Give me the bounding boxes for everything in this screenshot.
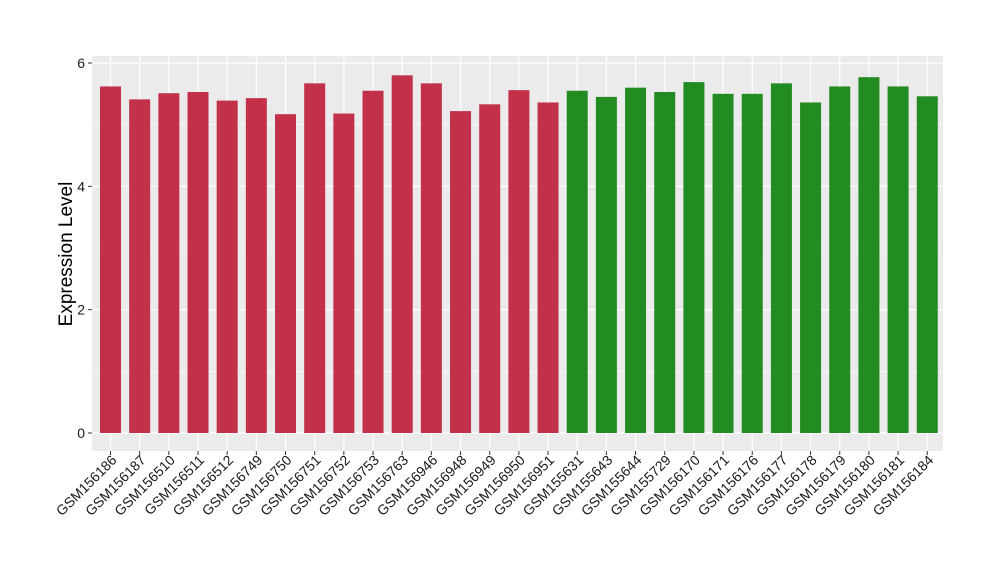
bar-GSM156180 xyxy=(858,77,880,433)
bar-GSM156186 xyxy=(100,86,121,433)
bar-GSM156946 xyxy=(420,83,442,433)
y-tick-label: 0 xyxy=(77,425,85,441)
bar-GSM156763 xyxy=(391,75,413,433)
y-axis: 0 2 4 6 xyxy=(77,55,92,441)
bar-GSM156753 xyxy=(362,90,384,433)
bar-GSM156510 xyxy=(158,93,180,433)
bar-GSM156949 xyxy=(479,104,501,434)
bar-GSM156187 xyxy=(129,99,151,433)
bar-GSM156184 xyxy=(916,96,938,434)
bar-GSM156512 xyxy=(216,100,238,433)
bar-GSM156752 xyxy=(333,113,355,434)
bar-GSM156948 xyxy=(450,111,472,433)
bar-GSM155644 xyxy=(625,87,647,434)
bar-GSM156176 xyxy=(741,93,763,433)
bars xyxy=(100,75,938,434)
y-tick-label: 4 xyxy=(77,178,85,194)
bar-GSM155643 xyxy=(595,96,617,434)
bar-GSM156171 xyxy=(712,93,734,433)
y-tick-label: 6 xyxy=(77,55,85,71)
bar-GSM155729 xyxy=(654,91,676,433)
bar-GSM156950 xyxy=(508,90,530,433)
bar-GSM156181 xyxy=(887,86,909,433)
bar-GSM156511 xyxy=(187,91,209,433)
bar-GSM156179 xyxy=(829,86,851,433)
bar-GSM156177 xyxy=(770,83,792,433)
bar-GSM156170 xyxy=(683,82,705,433)
y-axis-label: Expression Level xyxy=(56,182,77,327)
bar-GSM156751 xyxy=(304,83,326,433)
bar-GSM156750 xyxy=(275,114,297,433)
bar-GSM156951 xyxy=(537,102,559,433)
bar-GSM156178 xyxy=(800,102,822,433)
y-tick-label: 2 xyxy=(77,302,85,318)
x-axis: GSM156186GSM156187GSM156510GSM156511GSM1… xyxy=(53,451,937,519)
bar-GSM155631 xyxy=(566,90,588,433)
bar-GSM156749 xyxy=(245,98,267,434)
